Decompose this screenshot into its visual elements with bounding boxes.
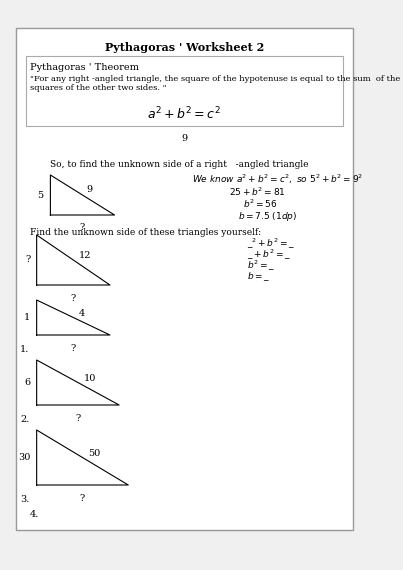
Text: ?: ? [71, 294, 76, 303]
Text: 10: 10 [83, 374, 96, 383]
Text: So, to find the unknown side of a right   -angled triangle: So, to find the unknown side of a right … [50, 160, 309, 169]
Text: 1.: 1. [20, 345, 29, 354]
FancyBboxPatch shape [17, 28, 353, 530]
Text: 12: 12 [79, 251, 91, 260]
Text: 9: 9 [181, 134, 187, 143]
Text: Pythagoras ' Theorem: Pythagoras ' Theorem [30, 63, 139, 72]
Text: $b = 7.5\ (1dp)$: $b = 7.5\ (1dp)$ [238, 210, 298, 223]
Text: $We\ know\ a^2 + b^2 = c^2,\ so\ 5^2 + b^2 = 9^2$: $We\ know\ a^2 + b^2 = c^2,\ so\ 5^2 + b… [192, 173, 364, 186]
Text: $25 + b^2 = 81$: $25 + b^2 = 81$ [229, 186, 286, 198]
Text: ?: ? [80, 494, 85, 503]
Text: "For any right -angled triangle, the square of the hypotenuse is equal to the su: "For any right -angled triangle, the squ… [30, 75, 401, 92]
Text: 4.: 4. [30, 510, 39, 519]
Text: $a^2 + b^2 = c^2$: $a^2 + b^2 = c^2$ [147, 106, 221, 123]
Text: 1: 1 [24, 313, 30, 322]
Text: 30: 30 [18, 453, 30, 462]
Text: $b^2 = 56$: $b^2 = 56$ [243, 198, 277, 210]
Text: $\_ + b^2 = \_$: $\_ + b^2 = \_$ [247, 248, 291, 262]
Text: $b = \_$: $b = \_$ [247, 270, 271, 283]
Text: 5: 5 [37, 190, 43, 200]
Text: Find the unknown side of these triangles yourself:: Find the unknown side of these triangles… [30, 228, 262, 237]
Text: $b^2 = \_$: $b^2 = \_$ [247, 259, 276, 273]
Text: ?: ? [80, 223, 85, 232]
Text: 6: 6 [24, 378, 30, 387]
Text: ?: ? [71, 344, 76, 353]
Text: 9: 9 [86, 185, 92, 193]
Text: 4: 4 [79, 309, 85, 318]
Text: Pythagoras ' Worksheet 2: Pythagoras ' Worksheet 2 [104, 42, 264, 53]
FancyBboxPatch shape [26, 56, 343, 126]
Text: 2.: 2. [20, 415, 29, 424]
Text: 50: 50 [88, 449, 100, 458]
Text: 3.: 3. [20, 495, 29, 504]
Text: ?: ? [75, 414, 81, 423]
Text: $\_^2 + b^2 = \_$: $\_^2 + b^2 = \_$ [247, 237, 296, 251]
Text: ?: ? [25, 255, 30, 264]
